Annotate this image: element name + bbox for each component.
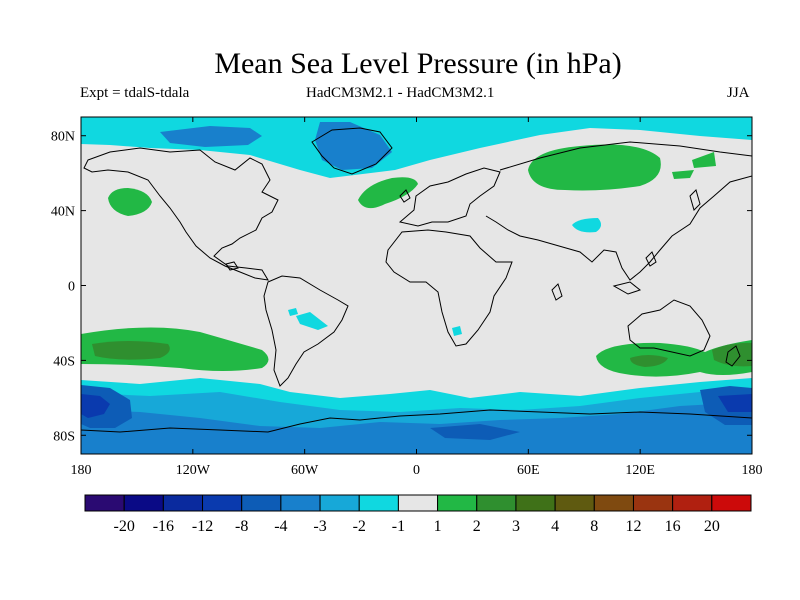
north-atlantic-positive-region <box>358 177 418 209</box>
lon-tick-label: 60W <box>291 463 319 478</box>
season-label: JJA <box>727 85 750 101</box>
antarctic-strongest-negative-west <box>81 394 110 418</box>
lon-tick-label: 180 <box>71 463 92 478</box>
colorbar-label: -8 <box>235 518 248 535</box>
colorbar-label: -2 <box>353 518 366 535</box>
north-pacific-positive-region <box>108 188 152 216</box>
experiment-label: Expt = tdalS-tdala <box>80 85 190 101</box>
colorbar-label: 20 <box>704 518 720 535</box>
colorbar-label: -16 <box>153 518 174 535</box>
colorbar-swatch <box>280 494 321 512</box>
pacific-positive-patch <box>672 170 694 179</box>
antarctic-patch-central <box>430 424 520 440</box>
lat-tick-label: 80S <box>53 429 75 444</box>
colorbar-swatch <box>319 494 360 512</box>
map-field <box>81 117 752 454</box>
colorbar-label: -20 <box>114 518 135 535</box>
africa-coastline <box>385 229 513 347</box>
colorbar-label: 12 <box>625 518 641 535</box>
antarctic-strongest-negative-east <box>718 394 752 412</box>
lat-tick-label: 80N <box>51 130 75 145</box>
colorbar-label: 8 <box>590 518 598 535</box>
europe-coastline <box>398 167 501 227</box>
colorbar-label: 2 <box>473 518 481 535</box>
coastlines <box>81 127 752 433</box>
map-title: Mean Sea Level Pressure (in hPa) <box>214 47 622 80</box>
eurasia-positive-region <box>528 144 661 191</box>
colorbar-swatch <box>672 494 713 512</box>
south-africa-negative-patch <box>452 326 462 336</box>
latitude-axis: 80N 40N 0 40S 80S <box>51 130 752 444</box>
lon-tick-label: 0 <box>413 463 420 478</box>
lon-tick-label: 60E <box>517 463 540 478</box>
colorbar-label: 4 <box>551 518 559 535</box>
colorbar-swatch <box>476 494 517 512</box>
colorbar-label: -4 <box>274 518 287 535</box>
lon-tick-label: 180 <box>742 463 763 478</box>
colorbar-swatch <box>241 494 282 512</box>
south-pacific-stronger-positive <box>92 341 170 360</box>
australia-coastline <box>627 299 711 357</box>
colorbar-label: 3 <box>512 518 520 535</box>
lon-tick-label: 120W <box>176 463 211 478</box>
colorbar-label: -1 <box>392 518 405 535</box>
colorbar-swatch <box>711 494 752 512</box>
south-indian-positive-region <box>596 340 752 377</box>
colorbar-swatch <box>397 494 439 512</box>
siberia-positive-patch <box>692 152 716 168</box>
colorbar-swatch <box>202 494 243 512</box>
lat-tick-label: 40N <box>51 205 75 220</box>
arctic-negative-patch-west <box>160 126 262 147</box>
south-america-negative-patch <box>296 312 328 330</box>
colorbar-swatch <box>515 494 556 512</box>
lat-tick-label: 0 <box>68 280 75 295</box>
south-america-coastline <box>263 275 349 387</box>
north-america-coastline <box>83 147 279 281</box>
longitude-axis: 180 120W 60W 0 60E 120E 180 <box>71 117 763 478</box>
asia-coastline <box>485 141 752 281</box>
colorbar-swatch <box>554 494 595 512</box>
colorbar-swatch <box>162 494 204 512</box>
colorbar-swatch <box>593 494 634 512</box>
colorbar-label: -3 <box>313 518 326 535</box>
antarctic-negative-region <box>81 402 752 454</box>
lat-tick-label: 40S <box>53 354 75 369</box>
south-pacific-positive-region <box>81 327 269 371</box>
colorbar-swatch <box>437 494 478 512</box>
greenland-coastline <box>311 127 393 175</box>
colorbar-label: -12 <box>192 518 213 535</box>
colorbar-swatch <box>123 494 164 512</box>
lon-tick-label: 120E <box>625 463 655 478</box>
colorbar-label: 16 <box>665 518 681 535</box>
island-coastlines <box>225 189 701 301</box>
tasman-stronger-positive <box>712 342 752 367</box>
colorbar-label: 1 <box>434 518 442 535</box>
south-america-negative-patch-small <box>288 308 298 316</box>
colorbar-swatch <box>358 494 399 512</box>
south-indian-stronger-positive <box>630 355 668 367</box>
colorbar-swatch <box>84 494 125 512</box>
colorbar: -20 -16 -12 -8 -4 -3 -2 -1 1 2 3 4 8 12 16 20 <box>84 494 752 535</box>
central-asia-negative-patch <box>572 218 602 233</box>
model-comparison-label: HadCM3M2.1 - HadCM3M2.1 <box>306 85 495 101</box>
new-zealand-coastline <box>725 345 741 367</box>
antarctica-coastline <box>81 409 752 433</box>
arctic-deep-negative-region <box>315 122 392 170</box>
colorbar-swatch <box>632 494 674 512</box>
